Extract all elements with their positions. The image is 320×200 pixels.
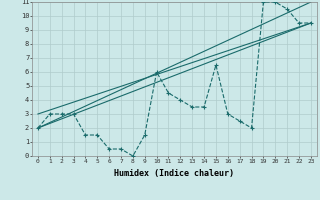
X-axis label: Humidex (Indice chaleur): Humidex (Indice chaleur) — [115, 169, 234, 178]
